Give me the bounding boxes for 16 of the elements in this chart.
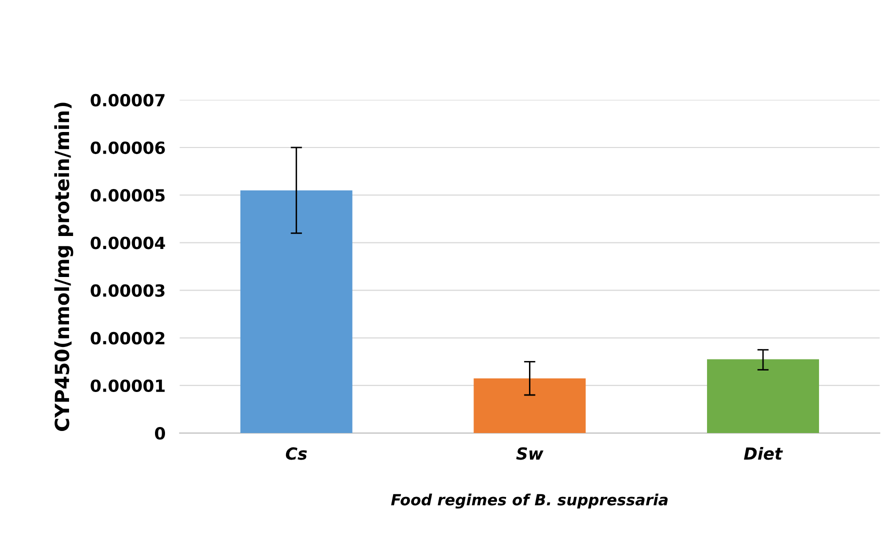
- y-tick-label: 0.00007: [90, 94, 164, 106]
- y-tick-label: 0.00004: [90, 236, 166, 250]
- y-tick-label: 0.00001: [90, 379, 165, 392]
- x-tick-label: Sw: [516, 447, 544, 460]
- y-tick-label: 0.00002: [90, 332, 164, 344]
- bar: [707, 359, 820, 434]
- bar: [474, 378, 586, 434]
- y-tick-label: 0.00006: [90, 141, 165, 154]
- y-tick-label: 0: [155, 427, 166, 440]
- y-tick-label: 0.00005: [90, 189, 165, 202]
- x-axis-title: Food regimes of B. suppressaria: [391, 494, 668, 509]
- y-tick-label: 0.00003: [90, 284, 164, 297]
- x-tick-label: Diet: [744, 446, 783, 460]
- y-axis-title: CYP450(nmol/mg protein/min): [54, 102, 74, 431]
- x-tick-label: Cs: [286, 447, 307, 460]
- bar: [240, 190, 352, 434]
